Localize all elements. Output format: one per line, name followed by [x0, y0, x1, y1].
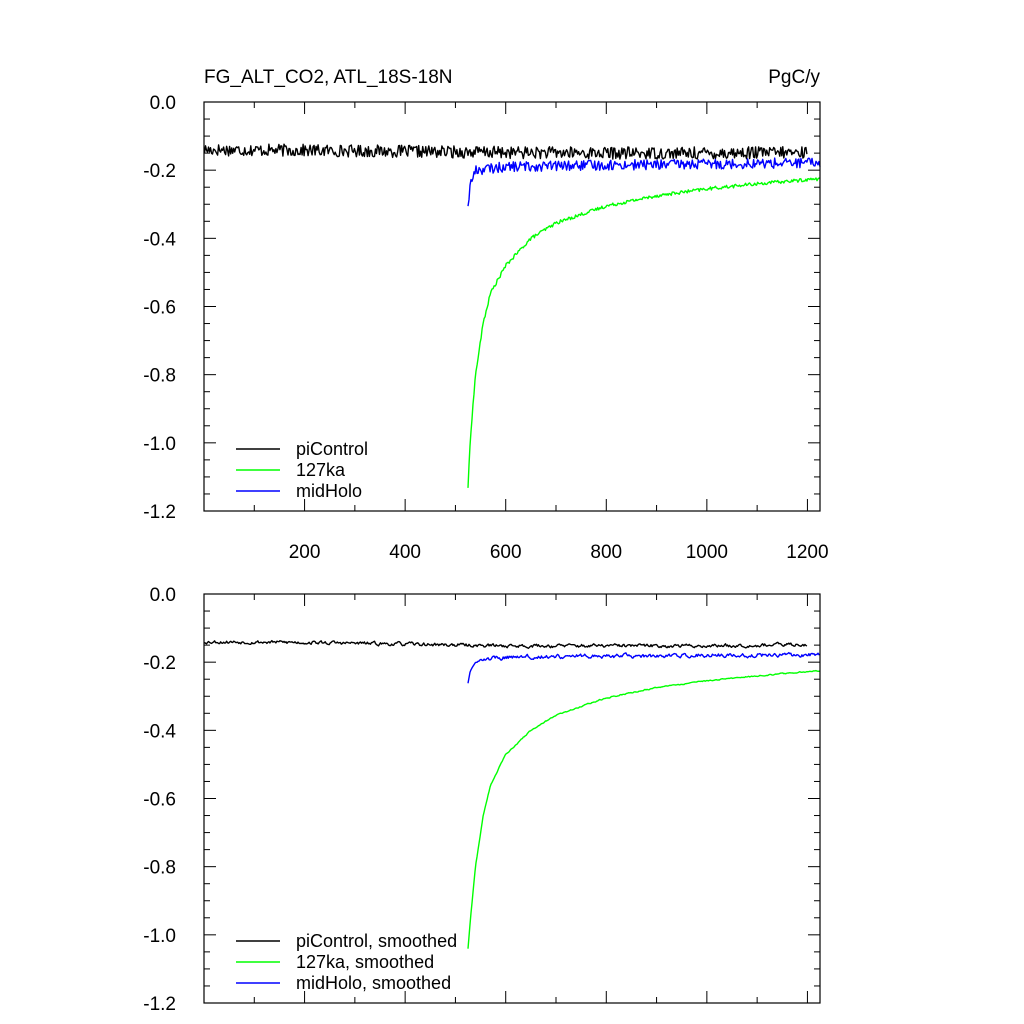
top-x-tick-label: 200	[289, 542, 321, 563]
bottom-y-tick-label: -0.8	[143, 858, 176, 879]
top-x-tick-label: 1200	[786, 542, 828, 563]
top-y-tick-label: -0.8	[143, 366, 176, 387]
bottom-legend-label-midholo-smoothed: midHolo, smoothed	[296, 973, 451, 993]
top-y-tick-label: -0.4	[143, 229, 176, 250]
top-x-tick-label: 400	[389, 542, 421, 563]
bottom-series-line-picontrol-smoothed	[204, 639, 808, 649]
top-panel: 0.0 -0.2 -0.4 -0.6 -0.8 -1.0 -1.2 200 400 600 800 1…	[143, 93, 828, 563]
chart-title: FG_ALT_CO2, ATL_18S-18N	[204, 67, 453, 88]
top-series-layer	[203, 143, 821, 488]
bottom-series-layer	[204, 639, 821, 949]
top-x-tick-label: 800	[590, 542, 622, 563]
bottom-y-tick-label: -0.4	[143, 721, 176, 742]
bottom-panel: 0.0 -0.2 -0.4 -0.6 -0.8 -1.0 -1.2 piControl, s…	[143, 585, 821, 1015]
bottom-y-tick-label: -0.2	[143, 653, 176, 674]
bottom-y-tick-label: -1.2	[143, 994, 176, 1015]
top-series-line-picontrol	[203, 143, 808, 160]
bottom-y-tick-label: -0.6	[143, 790, 176, 811]
bottom-legend-label-127ka-smoothed: 127ka, smoothed	[296, 952, 434, 972]
top-legend-label-midholo: midHolo	[296, 481, 362, 501]
top-y-tick-label: -0.6	[143, 298, 176, 319]
units-label: PgC/y	[768, 67, 820, 88]
bottom-y-tick-label: 0.0	[150, 585, 176, 606]
bottom-y-tick-label: -1.0	[143, 926, 176, 947]
top-y-tick-label: -0.2	[143, 161, 176, 182]
top-series-line-127ka	[467, 177, 821, 488]
top-x-tick-label: 600	[490, 542, 522, 563]
bottom-series-line-midholo-smoothed	[467, 651, 821, 684]
bottom-ticks: 0.0 -0.2 -0.4 -0.6 -0.8 -1.0 -1.2	[143, 585, 820, 1015]
top-legend-label-picontrol: piControl	[296, 439, 368, 459]
top-y-tick-label: -1.0	[143, 434, 176, 455]
bottom-plot-frame	[203, 593, 821, 1004]
top-series-line-midholo	[467, 157, 821, 207]
top-x-tick-label: 1000	[686, 542, 728, 563]
top-plot-frame	[203, 101, 821, 512]
top-y-tick-label: -1.2	[143, 502, 176, 523]
bottom-legend-label-picontrol-smoothed: piControl, smoothed	[296, 931, 457, 951]
top-y-tick-label: 0.0	[150, 93, 176, 114]
top-legend-label-127ka: 127ka	[296, 460, 346, 480]
bottom-series-line-127ka-smoothed	[467, 669, 821, 949]
